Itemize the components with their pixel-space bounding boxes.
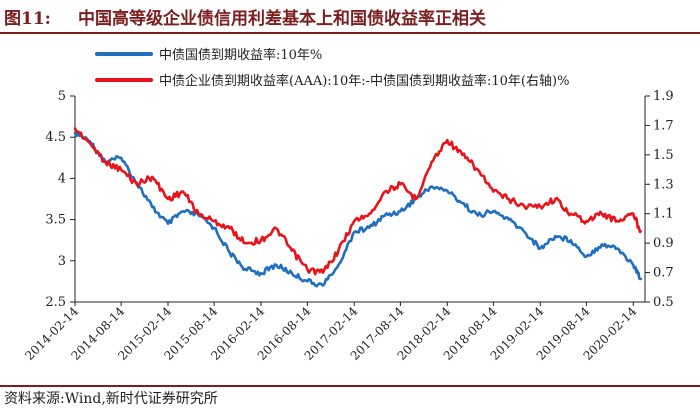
legend-swatch-series2 (95, 78, 153, 82)
y-left-tick-label-2: 3.5 (45, 213, 66, 228)
source-note: 资料来源:Wind,新时代证券研究所 (4, 391, 218, 407)
legend-label-series1: 中债国债到期收益率:10年% (159, 48, 323, 63)
y-right-tick-label-4: 1.3 (653, 177, 674, 192)
figure-label: 图11: (4, 9, 51, 29)
y-right-tick-label-1: 0.7 (653, 266, 674, 281)
series-line-2 (73, 127, 643, 276)
legend-label-series2: 中债企业债到期收益率(AAA):10年:-中债国债到期收益率:10年(右轴)% (159, 74, 570, 89)
figure-title: 中国高等级企业债信用利差基本上和国债收益率正相关 (78, 9, 486, 29)
y-left-tick-label-1: 3 (58, 254, 66, 269)
y-left-tick-label-5: 5 (58, 89, 66, 104)
footer-rule (0, 385, 700, 387)
y-right-tick-label-3: 1.1 (653, 207, 674, 222)
y-left-tick-label-3: 4 (58, 171, 66, 186)
title-rule (0, 32, 700, 34)
title-bar: 图11: 中国高等级企业债信用利差基本上和国债收益率正相关 (0, 0, 700, 34)
y-right-tick-label-7: 1.9 (653, 89, 674, 104)
y-right-tick-label-6: 1.7 (653, 118, 674, 133)
y-left-tick-label-4: 4.5 (45, 130, 66, 145)
y-right-tick-label-0: 0.5 (653, 295, 674, 310)
y-right-tick-label-2: 0.9 (653, 236, 674, 251)
series-line-1 (73, 131, 643, 288)
y-left-tick-label-0: 2.5 (45, 295, 66, 310)
y-right-tick-label-5: 1.5 (653, 148, 674, 163)
legend-swatch-series1 (95, 52, 153, 56)
